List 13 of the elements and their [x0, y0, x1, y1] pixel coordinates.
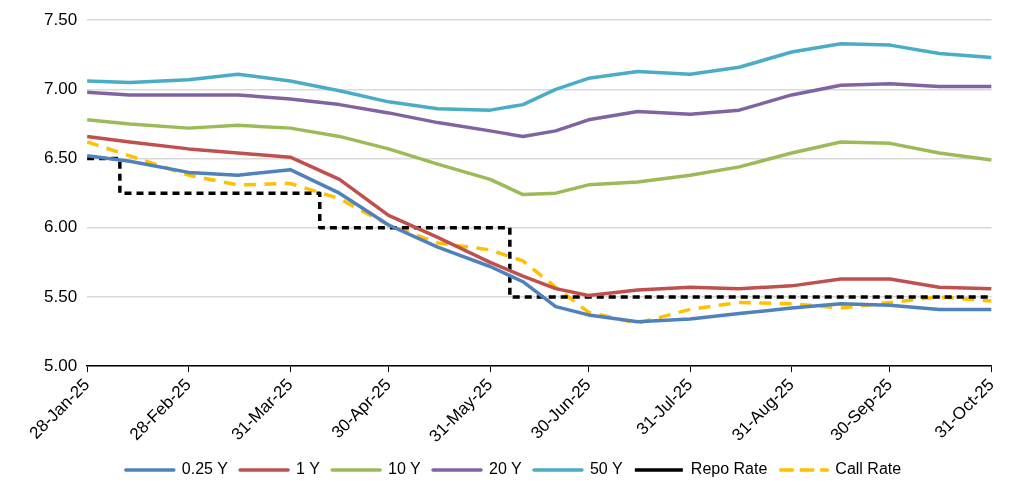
y-tick-label: 6.50	[43, 148, 78, 168]
y-tick-label: 5.50	[43, 286, 78, 306]
legend-label: Repo Rate	[690, 460, 768, 478]
legend-label: 10 Y	[388, 460, 422, 478]
y-tick-label: 7.00	[43, 79, 78, 99]
legend-label: 50 Y	[589, 460, 623, 478]
y-tick-label: 5.00	[43, 355, 78, 375]
y-tick-label: 6.00	[43, 217, 78, 237]
legend-label: 0.25 Y	[181, 460, 229, 478]
legend-label: 1 Y	[296, 460, 321, 478]
legend-label: 20 Y	[489, 460, 522, 478]
legend-label: Call Rate	[835, 460, 902, 478]
y-tick-label: 7.50	[43, 9, 78, 29]
